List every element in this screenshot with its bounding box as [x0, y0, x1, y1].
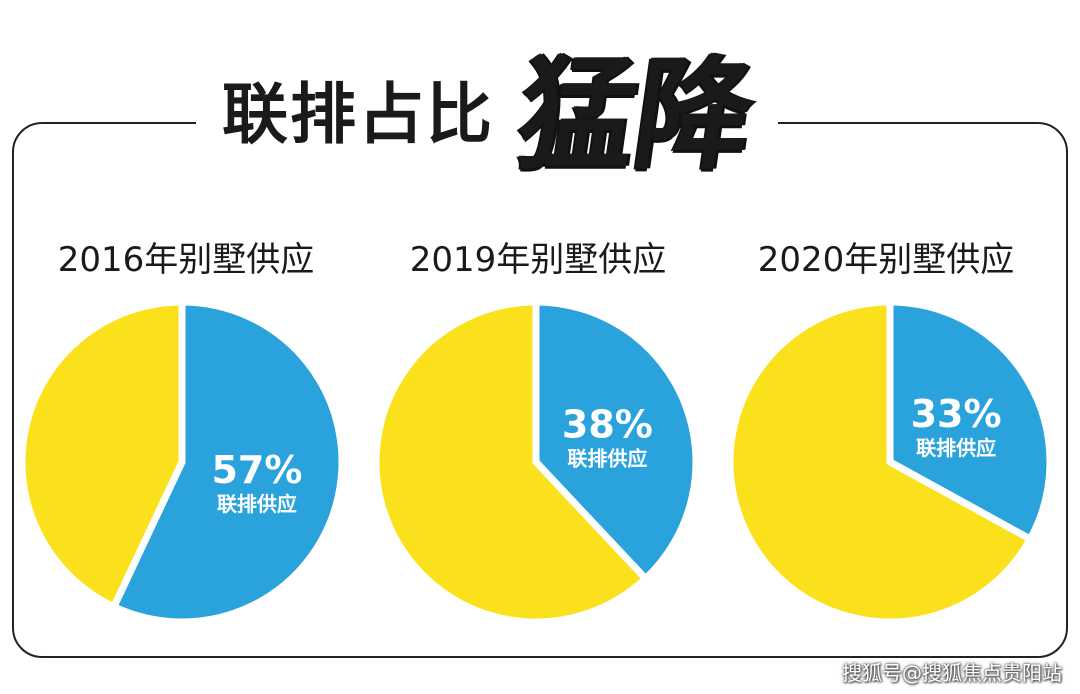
watermark: 搜狐号@搜狐焦点贵阳站 [842, 661, 1062, 685]
pie-title-2019: 2019年别墅供应 [409, 240, 667, 280]
pie-slice-2019-other [372, 298, 650, 626]
pie-slice-label-2016: 联排供应 [217, 492, 297, 516]
pie-slice-label-2019: 联排供应 [567, 447, 647, 471]
pie-chart-2019: 38%联排供应 [372, 298, 700, 626]
pie-slice-2020-townhouse [886, 298, 1054, 543]
pie-title-2016: 2016年别墅供应 [57, 240, 315, 280]
pie-chart-2020: 33%联排供应 [726, 298, 1054, 626]
pie-slice-2016-townhouse [110, 298, 346, 626]
pie-slice-2019-townhouse [532, 298, 700, 583]
pie-slice-2016-other [18, 298, 186, 611]
pie-slice-2020-other [726, 298, 1034, 626]
headline: 联排占比 猛降 [196, 40, 778, 190]
pie-value-label-2019: 38% [562, 403, 653, 447]
pie-value-label-2020: 33% [911, 392, 1002, 436]
headline-accent-text: 猛降 [509, 43, 763, 187]
pie-slice-label-2020: 联排供应 [916, 436, 996, 460]
pie-chart-2016: 57%联排供应 [18, 298, 346, 626]
headline-text: 联排占比 [222, 76, 494, 153]
pie-title-2020: 2020年别墅供应 [757, 240, 1015, 280]
pie-value-label-2016: 57% [211, 448, 302, 492]
